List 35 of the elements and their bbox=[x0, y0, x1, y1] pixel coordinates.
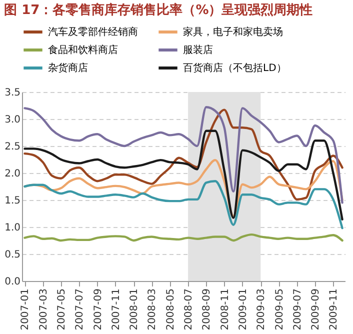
legend-label: 百货商店（不包括LD） bbox=[183, 62, 286, 74]
line-series bbox=[24, 130, 344, 221]
x-tick-label: 2008-03 bbox=[147, 288, 158, 330]
y-tick-label: 2.5 bbox=[4, 142, 20, 152]
y-tick-label: 0.5 bbox=[4, 250, 20, 260]
legend-label: 汽车及零部件经销商 bbox=[48, 26, 138, 38]
x-tick-label: 2007-05 bbox=[56, 288, 68, 330]
chart-title: 图 17：各零售商库存销售比率（%）呈现强烈周期性 bbox=[4, 2, 313, 18]
x-tick-label: 2009-01 bbox=[238, 288, 249, 330]
y-tick-label: 0.0 bbox=[4, 276, 20, 288]
y-tick-label: 3.5 bbox=[4, 88, 20, 98]
legend-label: 食品和饮料商店 bbox=[48, 44, 118, 56]
x-tick-label: 2008-01 bbox=[129, 288, 140, 330]
y-tick-label: 1.0 bbox=[4, 222, 20, 234]
x-tick-label: 2009-09 bbox=[310, 288, 322, 330]
y-tick-label: 2.0 bbox=[4, 168, 20, 180]
x-tick-label: 2007-09 bbox=[92, 288, 104, 330]
x-tick-label: 2009-11 bbox=[328, 288, 340, 330]
x-tick-label: 2007-11 bbox=[110, 288, 122, 330]
x-tick-label: 2007-07 bbox=[74, 288, 86, 330]
legend-label: 家具，电子和家电卖场 bbox=[183, 26, 283, 38]
x-tick-label: 2009-05 bbox=[274, 288, 286, 330]
legend-label: 服装店 bbox=[183, 44, 213, 56]
x-tick-label: 2007-03 bbox=[38, 288, 50, 330]
x-tick-label: 2008-05 bbox=[165, 288, 176, 330]
y-tick-label: 3.0 bbox=[4, 114, 20, 126]
x-tick-label: 2009-03 bbox=[256, 288, 268, 330]
x-tick-label: 2008-11 bbox=[220, 288, 231, 330]
y-tick-label: 1.5 bbox=[4, 196, 20, 206]
x-tick-label: 2008-07 bbox=[184, 288, 195, 330]
legend-label: 杂货商店 bbox=[48, 62, 88, 74]
line-series bbox=[24, 180, 344, 230]
x-tick-label: 2009-07 bbox=[292, 288, 304, 330]
x-tick-label: 2007-01 bbox=[20, 288, 32, 330]
x-tick-label: 2008-09 bbox=[202, 288, 213, 330]
